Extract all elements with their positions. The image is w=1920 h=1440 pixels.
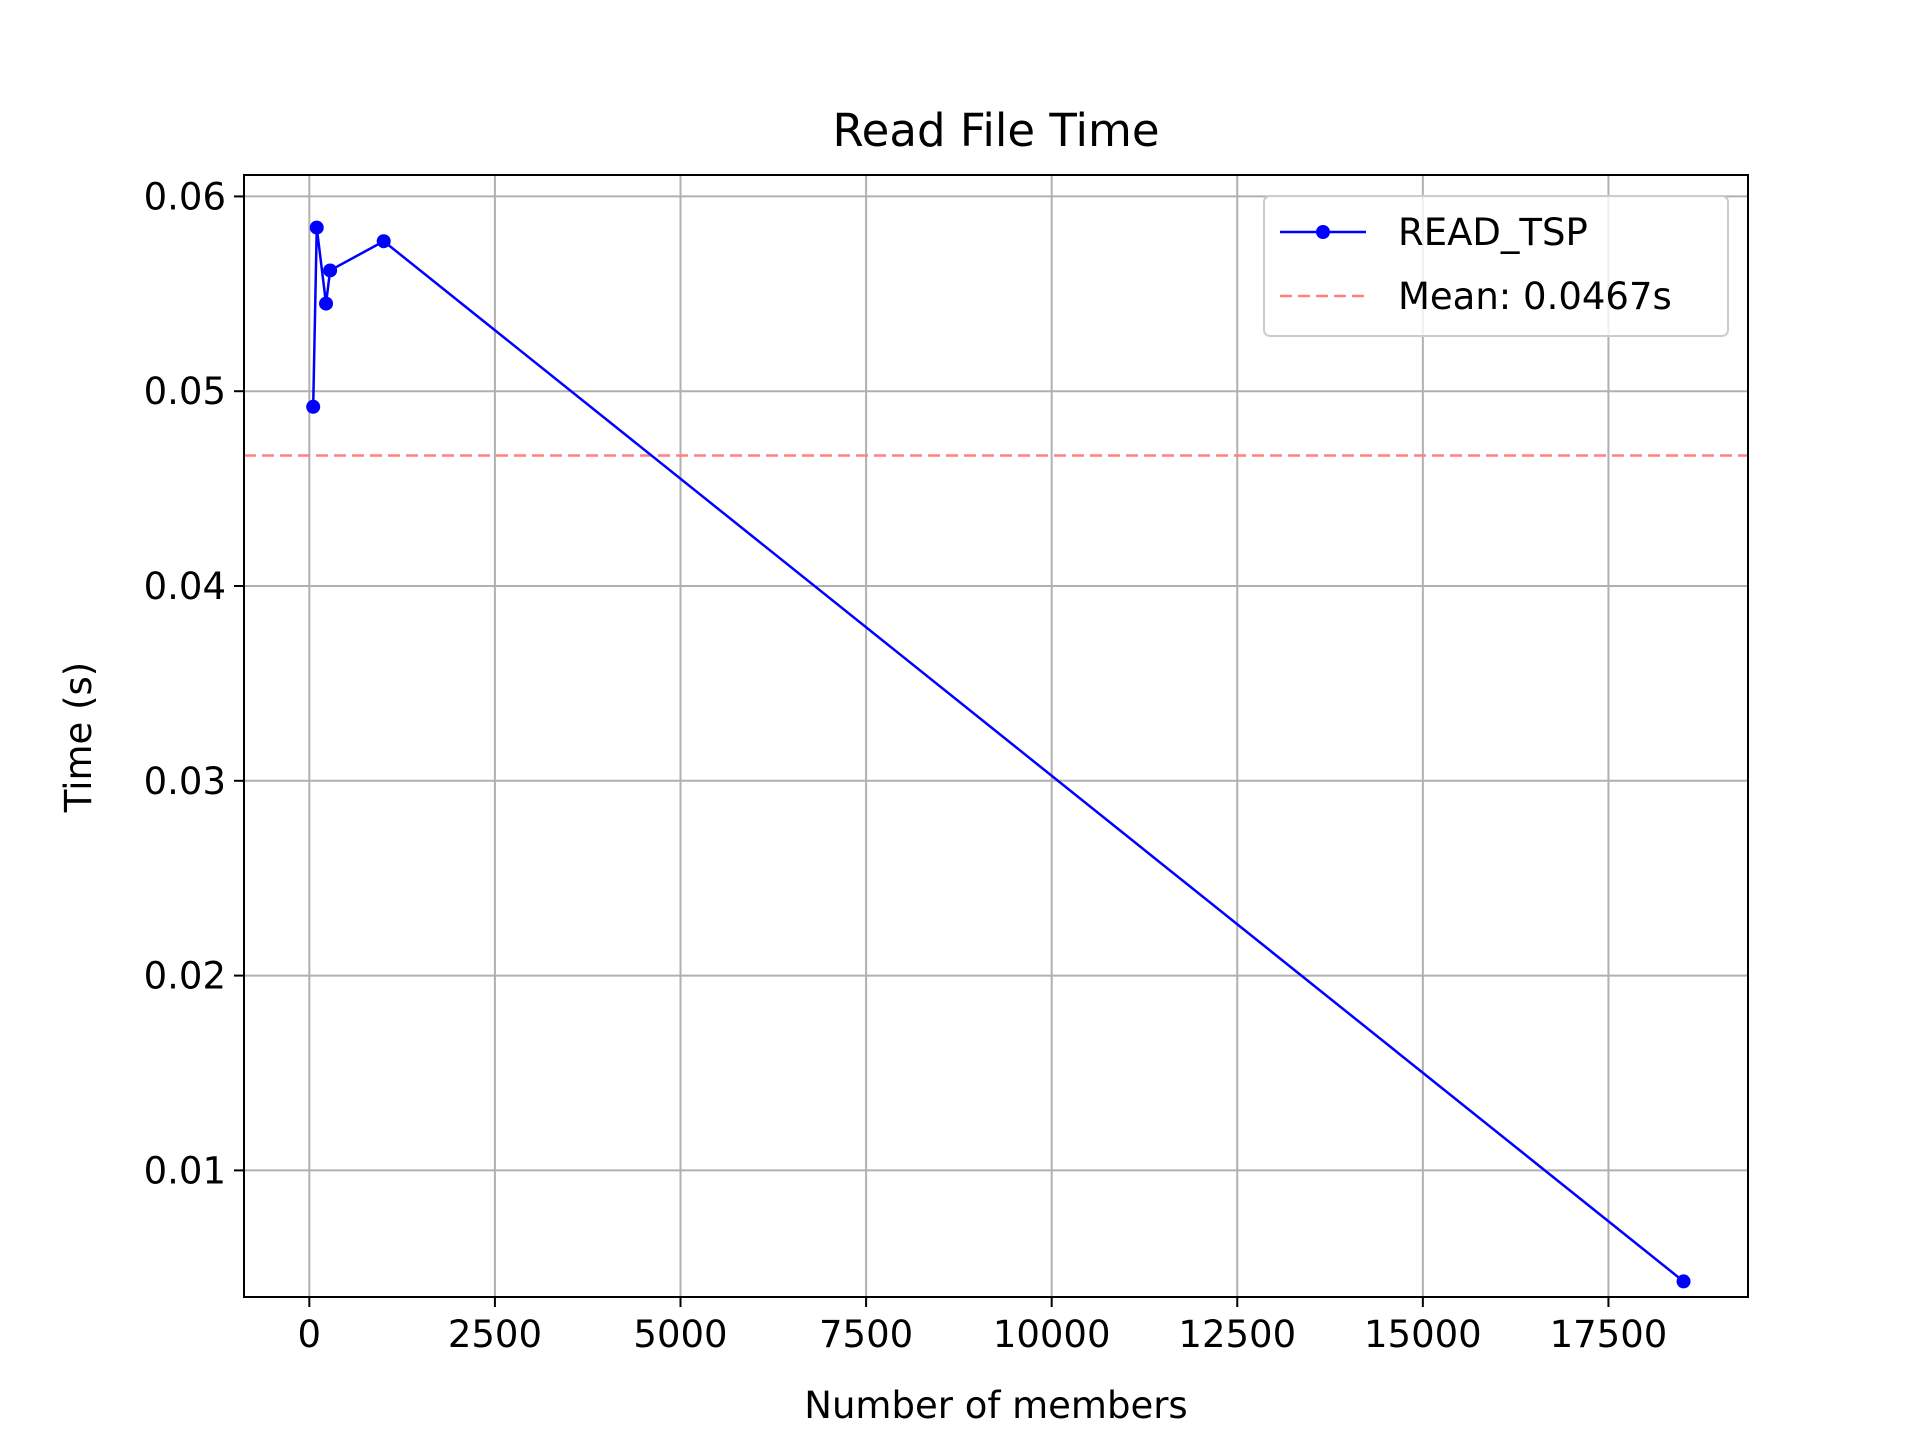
grid <box>244 175 1748 1297</box>
x-tick-label: 0 <box>298 1313 322 1356</box>
data-point <box>376 234 391 249</box>
y-tick-label: 0.03 <box>144 760 226 803</box>
data-point <box>306 399 321 414</box>
x-tick-label: 15000 <box>1364 1313 1482 1356</box>
y-tick-label: 0.04 <box>144 565 226 608</box>
chart-title: Read File Time <box>832 104 1159 157</box>
x-tick-label: 10000 <box>993 1313 1111 1356</box>
x-axis-title: Number of members <box>804 1384 1187 1427</box>
legend-series-marker <box>1316 225 1330 239</box>
data-point <box>323 263 338 278</box>
x-tick-label: 5000 <box>633 1313 727 1356</box>
legend-series-label: READ_TSP <box>1398 211 1588 254</box>
series-layer <box>306 220 1691 1289</box>
legend: READ_TSP Mean: 0.0467s <box>1263 195 1729 337</box>
y-tick-label: 0.01 <box>144 1149 226 1192</box>
data-point <box>1676 1274 1691 1289</box>
series-line <box>311 227 1685 1283</box>
plot-area-frame <box>243 174 1749 1298</box>
legend-box <box>1263 195 1729 337</box>
y-axis-ticks: 0.01 0.02 0.03 0.04 0.05 0.06 <box>144 175 244 1192</box>
x-tick-label: 12500 <box>1178 1313 1296 1356</box>
y-axis-title: Time (s) <box>57 662 100 813</box>
y-tick-label: 0.05 <box>144 370 226 413</box>
y-tick-label: 0.02 <box>144 955 226 998</box>
x-tick-label: 7500 <box>819 1313 913 1356</box>
legend-reference-label: Mean: 0.0467s <box>1398 275 1672 318</box>
y-tick-label: 0.06 <box>144 175 226 218</box>
data-point <box>319 296 334 311</box>
data-point <box>309 220 324 235</box>
x-tick-label: 2500 <box>448 1313 542 1356</box>
x-axis-ticks: 0 2500 5000 7500 10000 12500 15000 17500 <box>298 1297 1668 1356</box>
x-tick-label: 17500 <box>1550 1313 1668 1356</box>
